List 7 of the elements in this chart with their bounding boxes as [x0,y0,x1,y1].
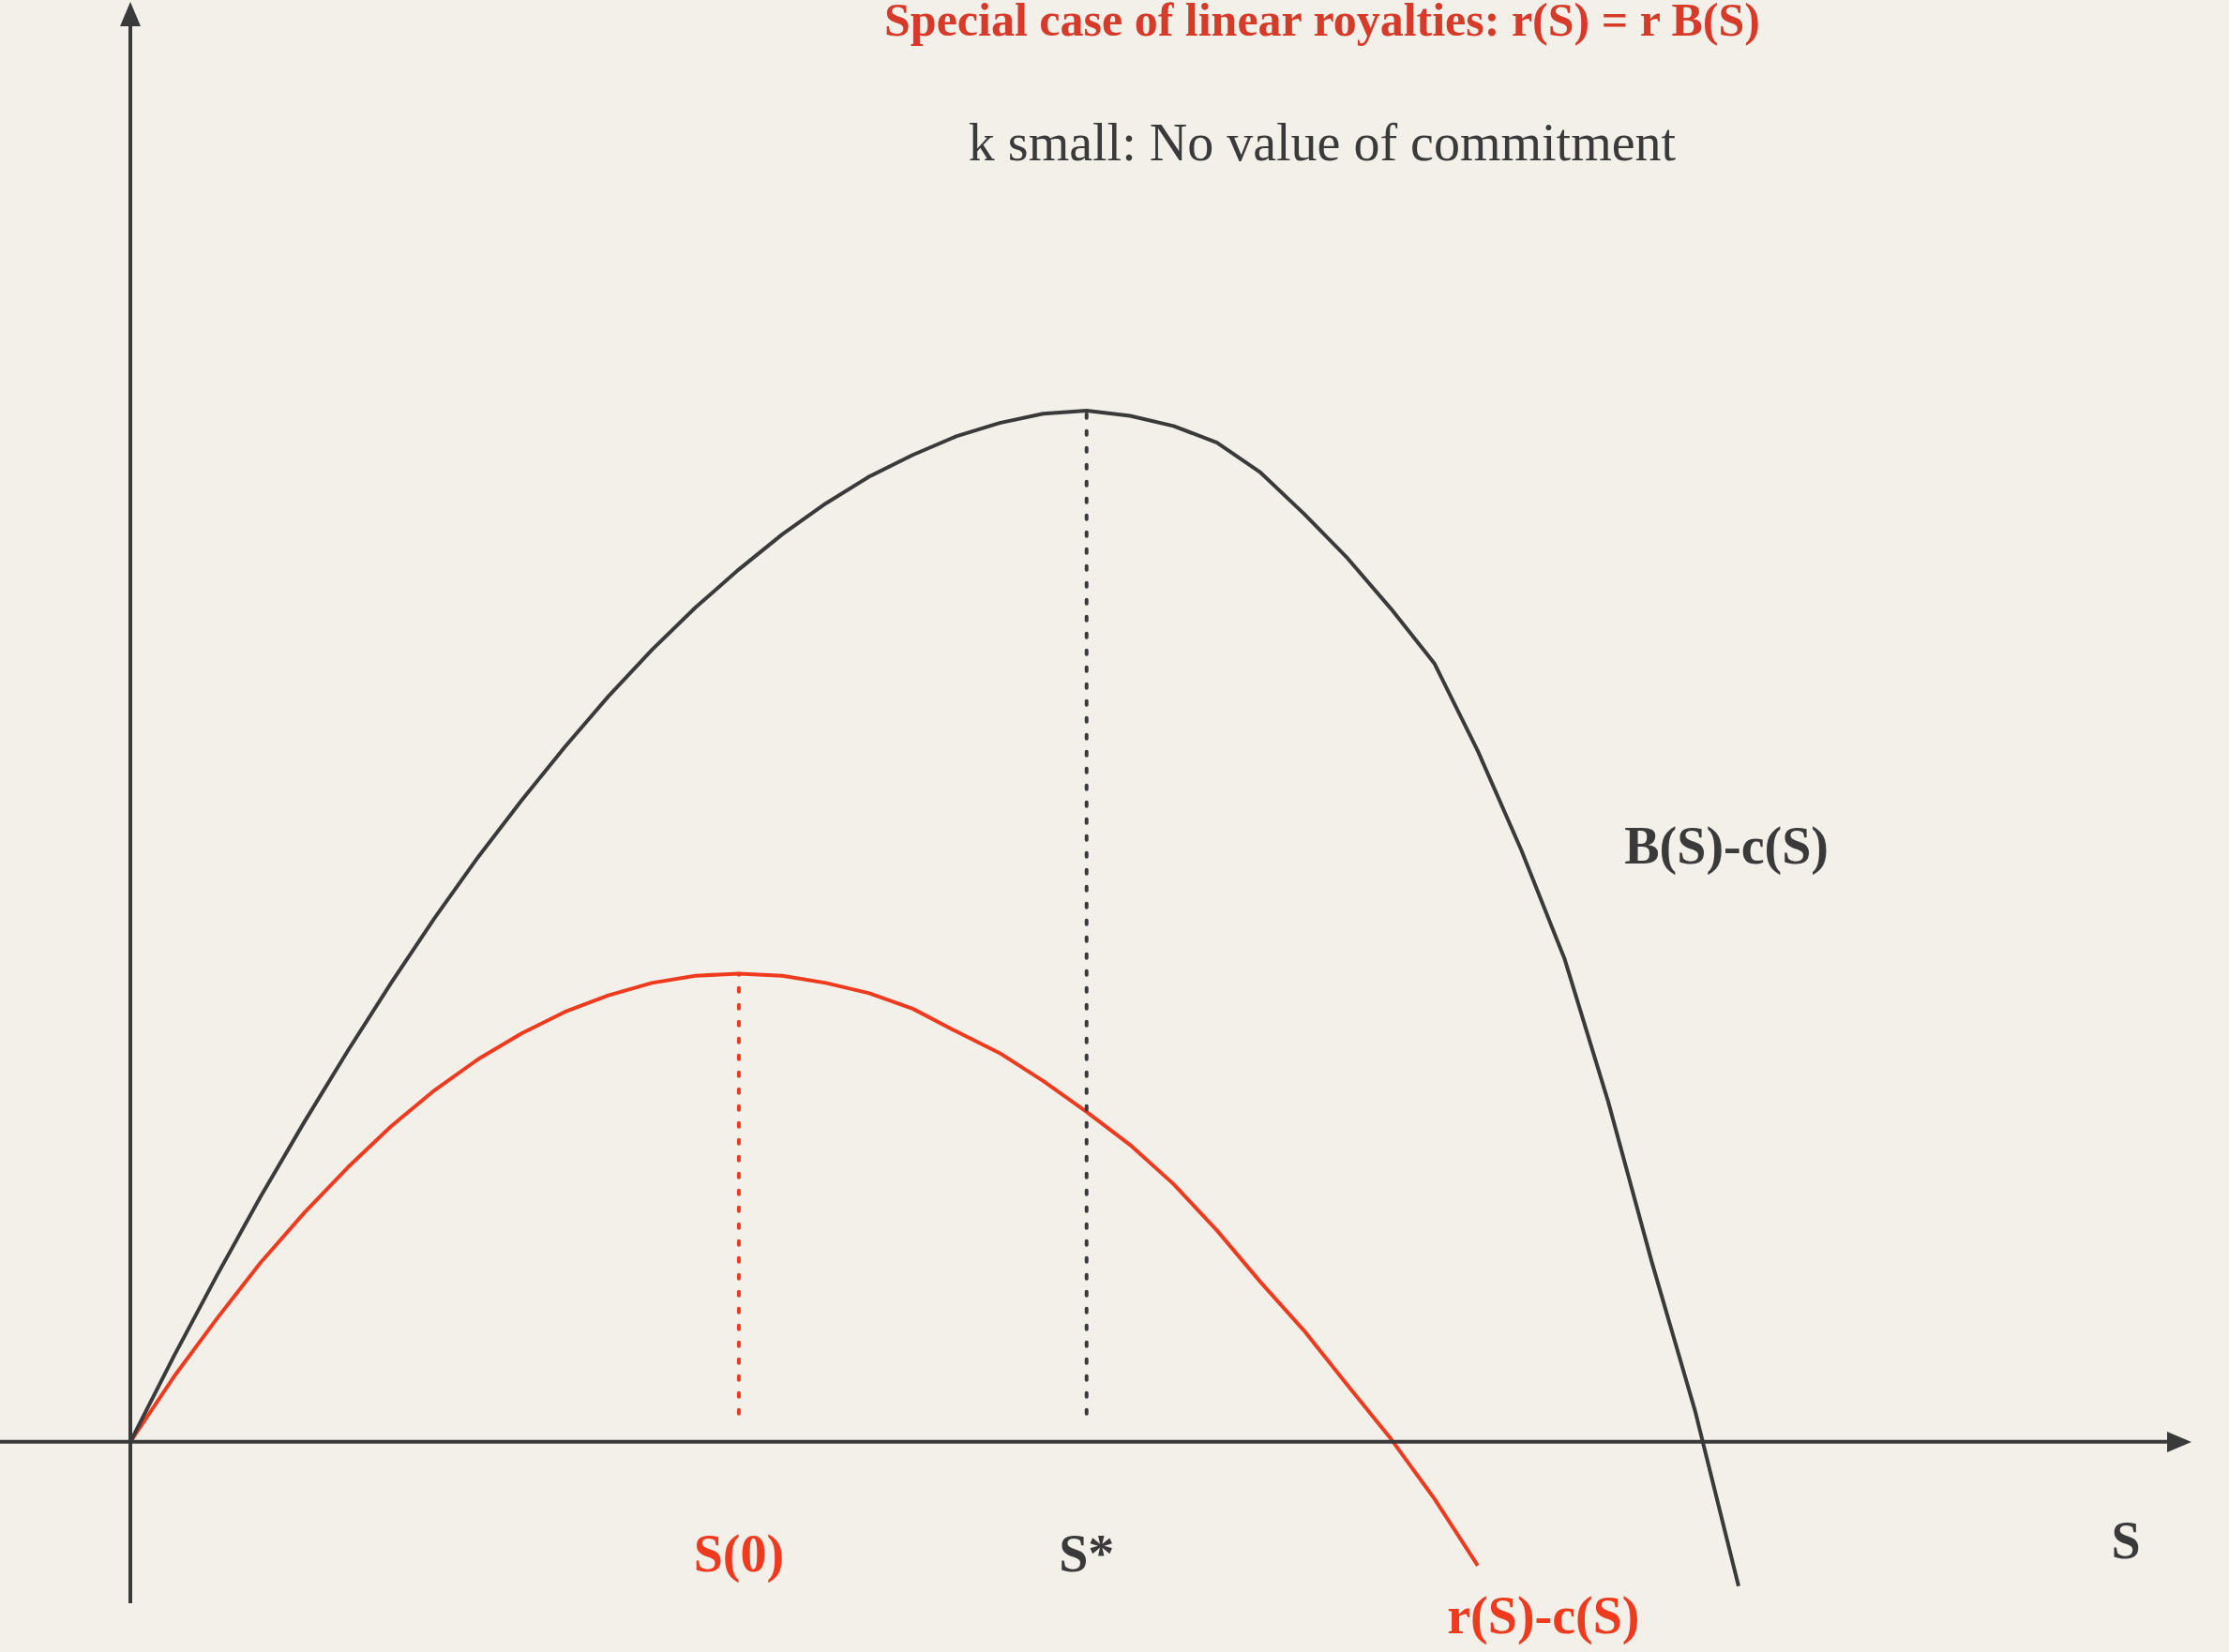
series-label: r(S)-c(S) [1447,1586,1640,1646]
x-tick-label: S(0) [693,1524,785,1584]
series-label: B(S)-c(S) [1624,816,1829,876]
chart-title: Special case of linear royalties: r(S) = r B(S) [883,0,1761,47]
chart-subtitle: k small: No value of commitment [967,113,1678,173]
x-tick-label: S* [1059,1524,1115,1583]
text: S [2111,1511,2141,1570]
